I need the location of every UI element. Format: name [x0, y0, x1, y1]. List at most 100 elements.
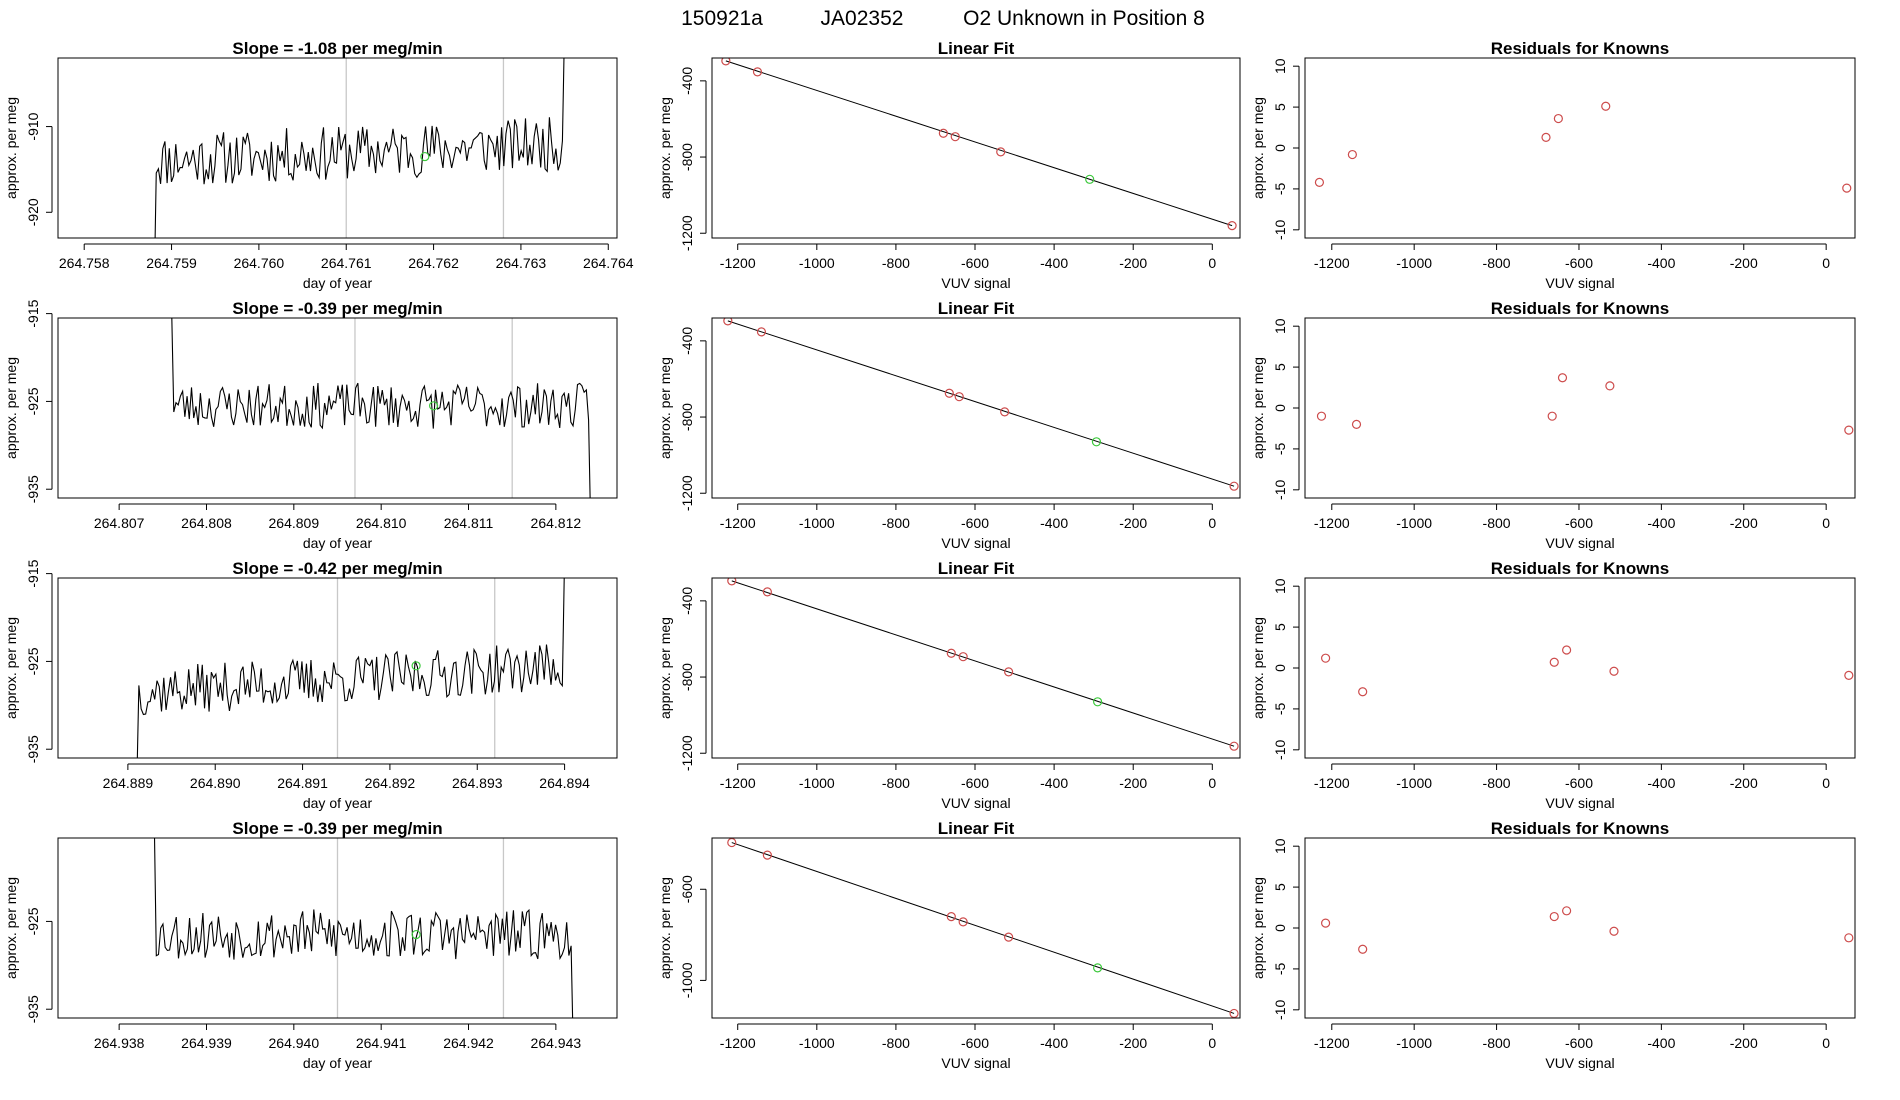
unknown-point: [420, 151, 430, 162]
plot-area: [1320, 906, 1854, 954]
known-point: [954, 392, 964, 402]
y-axis: -910 -920: [25, 112, 53, 226]
x-tick-label: -600: [961, 515, 989, 531]
y-axis: 10 5 0 -5 -10: [1272, 318, 1300, 500]
y-axis-label: approx. per meg: [3, 617, 19, 719]
x-tick-label: -1200: [1314, 775, 1350, 791]
x-axis-label: VUV signal: [941, 535, 1010, 551]
plot-frame: [57, 57, 618, 239]
known-point: [1000, 407, 1010, 417]
residual-point: [1844, 933, 1854, 943]
y-axis: -400 -800 -1200: [679, 327, 707, 511]
y-tick-label: -935: [25, 735, 41, 763]
x-axis-label: VUV signal: [941, 795, 1010, 811]
x-tick-label: -400: [1040, 775, 1068, 791]
panel-title: Slope = -1.08 per meg/min: [232, 39, 442, 58]
y-tick-label: -5: [1272, 962, 1288, 975]
panel-grid: Slope = -1.08 per meg/min 264.758 264.759 2…: [3, 39, 1856, 1071]
x-tick-label: 264.807: [94, 515, 145, 531]
x-tick-label: 264.809: [269, 515, 320, 531]
residual-point: [1562, 645, 1572, 655]
x-tick-label: -1200: [1314, 515, 1350, 531]
residual-point: [1320, 653, 1331, 663]
y-tick-label: 5: [1272, 103, 1288, 111]
y-axis: 10 5 0 -5 -10: [1272, 578, 1300, 760]
x-axis: -1200 -1000 -800 -600 -400 -200 0: [720, 763, 1216, 791]
figure-title-description: O2 Unknown in Position 8: [963, 7, 1205, 30]
x-axis: -1200 -1000 -800 -600 -400 -200 0: [720, 503, 1216, 531]
x-tick-label: 0: [1208, 255, 1216, 271]
panel-title: Linear Fit: [938, 39, 1015, 58]
y-axis: -915 -925 -935: [25, 559, 53, 763]
residual-point: [1601, 101, 1611, 111]
chart-panel-residuals: Residuals for Knowns-1200 -1000 -800 -600 -4…: [1250, 559, 1856, 811]
known-point: [958, 652, 968, 662]
x-axis-label: VUV signal: [1545, 535, 1614, 551]
plot-frame: [1304, 317, 1856, 499]
x-tick-label: -200: [1119, 1035, 1147, 1051]
known-point: [1229, 1008, 1239, 1018]
panel-title: Linear Fit: [938, 559, 1015, 578]
y-tick-label: -910: [25, 112, 41, 140]
x-tick-label: -200: [1730, 255, 1758, 271]
y-axis: -400 -800 -1200: [679, 67, 707, 251]
y-tick-label: -1200: [679, 475, 695, 511]
y-tick-label: 0: [1272, 404, 1288, 412]
plot-area: [727, 578, 1239, 751]
x-tick-label: 264.758: [59, 255, 110, 271]
x-axis: -1200 -1000 -800 -600 -400 -200 0: [1314, 1023, 1830, 1051]
x-tick-label: 264.891: [277, 775, 328, 791]
known-point: [946, 648, 956, 658]
x-tick-label: 264.811: [444, 515, 494, 531]
known-point: [723, 318, 733, 326]
plot-area: [723, 318, 1239, 491]
chart-panel-timeseries: Slope = -1.08 per meg/min 264.758 264.759 2…: [3, 39, 634, 291]
chart-panel-linear_fit: Linear Fit -1200 -1000 -800 -600 -400 -200 0 VUV…: [657, 299, 1241, 551]
x-tick-label: -400: [1647, 515, 1675, 531]
plot-frame: [57, 577, 618, 759]
plot-frame: [711, 57, 1241, 239]
known-point: [996, 147, 1006, 157]
residual-point: [1605, 381, 1615, 391]
x-tick-label: -1200: [720, 1035, 756, 1051]
x-axis: -1200 -1000 -800 -600 -400 -200 0: [1314, 763, 1830, 791]
residual-point: [1314, 177, 1325, 187]
known-point: [938, 128, 948, 138]
y-tick-label: -400: [679, 587, 695, 615]
residual-point: [1562, 906, 1572, 916]
x-tick-label: -200: [1119, 515, 1147, 531]
plot-frame: [1304, 577, 1856, 759]
known-point: [727, 578, 737, 586]
y-tick-label: -800: [679, 403, 695, 431]
known-point: [950, 132, 960, 142]
fit-line: [727, 320, 1235, 487]
x-tick-label: -1000: [799, 515, 835, 531]
plot-frame: [711, 837, 1241, 1019]
y-tick-label: -1000: [679, 962, 695, 998]
fit-line: [731, 580, 1235, 747]
x-tick-label: 0: [1208, 515, 1216, 531]
x-tick-label: 0: [1822, 255, 1830, 271]
panel-title: Slope = -0.39 per meg/min: [232, 299, 442, 318]
plot-frame: [57, 837, 618, 1019]
y-tick-label: -915: [25, 299, 41, 327]
x-tick-label: -1000: [1396, 1035, 1432, 1051]
x-tick-label: -1000: [1396, 775, 1432, 791]
x-tick-label: 264.764: [583, 255, 634, 271]
residual-point: [1541, 132, 1551, 142]
y-tick-label: 0: [1272, 924, 1288, 932]
x-tick-label: -1000: [799, 1035, 835, 1051]
y-tick-label: -915: [25, 559, 41, 587]
unknown-point: [1093, 697, 1103, 707]
x-tick-label: 264.940: [269, 1035, 320, 1051]
x-tick-label: -1200: [1314, 255, 1350, 271]
plot-area: [721, 58, 1237, 231]
y-tick-label: 10: [1272, 58, 1288, 74]
panel-title: Residuals for Knowns: [1491, 819, 1670, 838]
signal-trace: [153, 838, 574, 1018]
x-axis: -1200 -1000 -800 -600 -400 -200 0: [720, 243, 1216, 271]
x-tick-label: -400: [1647, 775, 1675, 791]
x-tick-label: 264.759: [146, 255, 197, 271]
